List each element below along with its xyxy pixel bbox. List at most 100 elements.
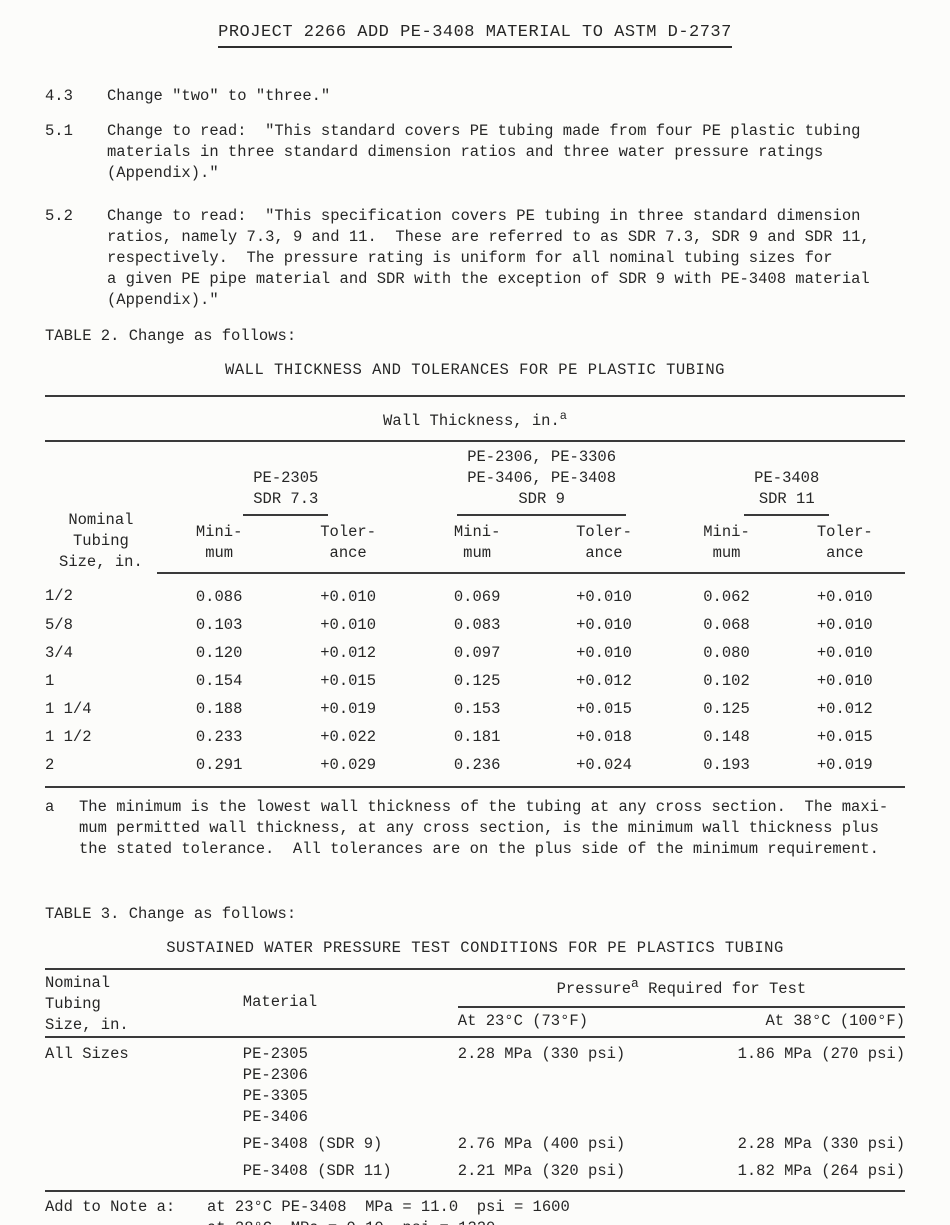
section-number: 4.3 [45, 87, 73, 105]
cell-value: +0.010 [816, 672, 873, 691]
group-header-pe3408-sdr11: PE-3408 SDR 11 [668, 441, 905, 517]
cell-value: 0.062 [703, 588, 750, 607]
cell-value: +0.024 [576, 756, 632, 775]
table-row: PE-3408 (SDR 9) 2.76 MPa (400 psi) 2.28 … [45, 1128, 905, 1155]
cell-size: 1 [45, 672, 55, 691]
footnote-text: The minimum is the lowest wall thickness… [79, 798, 889, 859]
wall-thickness-span-header: Wall Thickness, in.a [45, 396, 905, 443]
table2-group-header-row: Nominal Tubing Size, in. PE-2305 SDR 7.3… [45, 441, 905, 571]
table3-caption: TABLE 3. Change as follows: [45, 905, 297, 924]
cell-size [45, 1155, 243, 1191]
section-text: Change "two" to "three." [107, 87, 331, 105]
cell-value: 0.125 [703, 700, 750, 719]
cell-value: +0.029 [320, 756, 377, 775]
wall-thickness-table: Wall Thickness, in.a Nominal Tubing Size… [45, 395, 905, 789]
cell-pressure-38c: 1.86 MPa (270 psi) [737, 1045, 905, 1064]
cell-size: 1 1/2 [45, 728, 92, 747]
note-line: at 38°C MPa = 9.10 psi = 1320 [207, 1218, 905, 1225]
col-header-nominal-size: Nominal Tubing Size, in. [59, 511, 143, 572]
note-label: Add to Note a: [45, 1198, 176, 1217]
cell-pressure-23c: 2.28 MPa (330 psi) [457, 1045, 626, 1064]
cell-pressure-23c: 2.21 MPa (320 psi) [457, 1162, 626, 1181]
table-row: 5/8 0.103 +0.010 0.083 +0.010 0.068 +0.0… [45, 611, 905, 639]
cell-material: PE-3408 (SDR 11) [242, 1162, 392, 1181]
footnote-ref-a: a [631, 976, 639, 992]
cell-value: +0.010 [576, 616, 632, 635]
cell-value: +0.019 [816, 756, 873, 775]
cell-value: +0.010 [320, 588, 377, 607]
section-text: Change to read: "This standard covers PE… [107, 122, 861, 182]
cell-value: 0.125 [453, 672, 501, 691]
table3-header-row: Nominal Tubing Size, in. Material Pressu… [45, 969, 905, 1039]
section-text: Change to read: "This specification cove… [107, 207, 870, 309]
add-to-note-a: Add to Note a: at 23°C PE-3408 MPa = 11.… [45, 1197, 905, 1225]
cell-value: 0.120 [195, 644, 243, 663]
cell-value: +0.010 [576, 588, 632, 607]
col-header-nominal-size: Nominal Tubing Size, in. [45, 969, 243, 1039]
cell-value: 0.193 [703, 756, 750, 775]
col-header-material: Material [242, 969, 458, 1039]
cell-value: 0.236 [453, 756, 501, 775]
group-header-sdr9: PE-2306, PE-3306 PE-3406, PE-3408 SDR 9 [415, 441, 669, 517]
title-row: PROJECT 2266 ADD PE-3408 MATERIAL TO AST… [45, 22, 905, 48]
col-header-tolerance: Toler- ance [539, 516, 669, 575]
cell-value: +0.022 [320, 728, 377, 747]
cell-value: 0.291 [195, 756, 243, 775]
col-header-pressure: Pressurea Required for Test [457, 969, 905, 1009]
cell-value: +0.012 [320, 644, 377, 663]
col-header-minimum: Mini- mum [156, 516, 282, 575]
cell-value: 0.148 [703, 728, 750, 747]
table-row: PE-3408 (SDR 11) 2.21 MPa (320 psi) 1.82… [45, 1155, 905, 1191]
cell-value: 0.181 [453, 728, 501, 747]
cell-value: +0.015 [576, 700, 632, 719]
cell-size: 2 [45, 756, 55, 775]
cell-value: +0.012 [816, 700, 873, 719]
table2-span-header-row: Wall Thickness, in.a [45, 396, 905, 443]
cell-value: 0.188 [195, 700, 243, 719]
table2-footnote: a The minimum is the lowest wall thickne… [45, 797, 905, 860]
cell-value: 0.233 [195, 728, 243, 747]
document-title: PROJECT 2266 ADD PE-3408 MATERIAL TO AST… [218, 22, 732, 48]
cell-value: +0.015 [320, 672, 377, 691]
table-row: All Sizes PE-2305 PE-2306 PE-3305 PE-340… [45, 1037, 905, 1128]
cell-value: +0.010 [816, 616, 873, 635]
section-5-2: 5.2 Change to read: "This specification … [45, 206, 905, 311]
table3-temperature-header-row: At 23°C (73°F) At 38°C (100°F) [45, 1007, 905, 1039]
cell-value: 0.154 [195, 672, 243, 691]
col-header-minimum: Mini- mum [414, 516, 540, 575]
cell-value: +0.010 [320, 616, 377, 635]
col-header-tolerance: Toler- ance [784, 516, 905, 575]
cell-value: 0.069 [453, 588, 501, 607]
pressure-test-table: Nominal Tubing Size, in. Material Pressu… [45, 968, 905, 1193]
cell-value: +0.018 [576, 728, 632, 747]
section-number: 5.2 [45, 207, 73, 225]
section-5-1: 5.1 Change to read: "This standard cover… [45, 121, 905, 184]
table2-title: WALL THICKNESS AND TOLERANCES FOR PE PLA… [225, 361, 725, 379]
cell-size [45, 1128, 243, 1155]
cell-pressure-38c: 2.28 MPa (330 psi) [737, 1135, 905, 1154]
cell-value: +0.019 [320, 700, 377, 719]
cell-size: All Sizes [45, 1045, 129, 1064]
cell-pressure-23c: 2.76 MPa (400 psi) [457, 1135, 626, 1154]
note-line: at 23°C PE-3408 MPa = 11.0 psi = 1600 [207, 1198, 570, 1217]
cell-value: +0.015 [816, 728, 873, 747]
col-header-minimum: Mini- mum [668, 516, 785, 575]
footnote-marker: a [45, 798, 55, 817]
table-row: 1 0.154 +0.015 0.125 +0.012 0.102 +0.010 [45, 667, 905, 695]
cell-material: PE-3408 (SDR 9) [242, 1135, 383, 1154]
section-number: 5.1 [45, 122, 73, 140]
cell-value: 0.153 [453, 700, 501, 719]
group-header-pe2305: PE-2305 SDR 7.3 [157, 441, 415, 517]
table-row: 1 1/4 0.188 +0.019 0.153 +0.015 0.125 +0… [45, 695, 905, 723]
table-row: 1/2 0.086 +0.010 0.069 +0.010 0.062 +0.0… [45, 573, 905, 611]
table-row: 1 1/2 0.233 +0.022 0.181 +0.018 0.148 +0… [45, 723, 905, 751]
cell-size: 1/2 [45, 587, 73, 606]
cell-value: 0.068 [703, 616, 750, 635]
cell-value: +0.012 [576, 672, 632, 691]
cell-value: 0.103 [195, 616, 243, 635]
table2-caption: TABLE 2. Change as follows: [45, 327, 297, 345]
cell-size: 5/8 [45, 616, 73, 635]
footnote-ref-a: a [559, 409, 567, 423]
cell-value: 0.086 [195, 588, 243, 607]
